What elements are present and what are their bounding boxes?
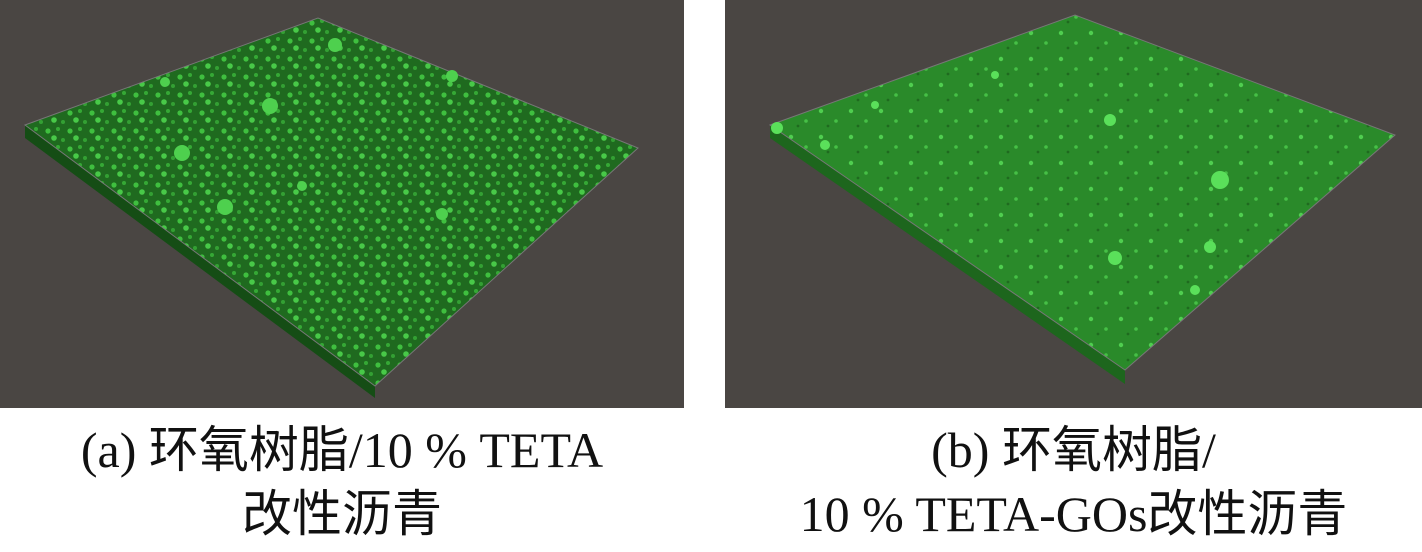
- caption-line: 改性沥青: [242, 486, 442, 542]
- micrograph-a: [0, 0, 684, 408]
- bounding-box: [768, 14, 1396, 371]
- bounding-box: [23, 17, 639, 387]
- particles: [160, 38, 458, 220]
- slab-surface: [25, 18, 638, 386]
- micrograph-b: [725, 0, 1422, 408]
- slab-surface: [770, 15, 1395, 370]
- caption-line: (b) 环氧树脂/: [931, 422, 1216, 478]
- particles: [771, 71, 1229, 295]
- caption-line: (a) 环氧树脂/10 % TETA: [80, 422, 604, 478]
- caption-a: (a) 环氧树脂/10 % TETA 改性沥青: [0, 418, 684, 546]
- caption-line: 10 % TETA-GOs改性沥青: [799, 486, 1348, 542]
- caption-b: (b) 环氧树脂/ 10 % TETA-GOs改性沥青: [725, 418, 1422, 546]
